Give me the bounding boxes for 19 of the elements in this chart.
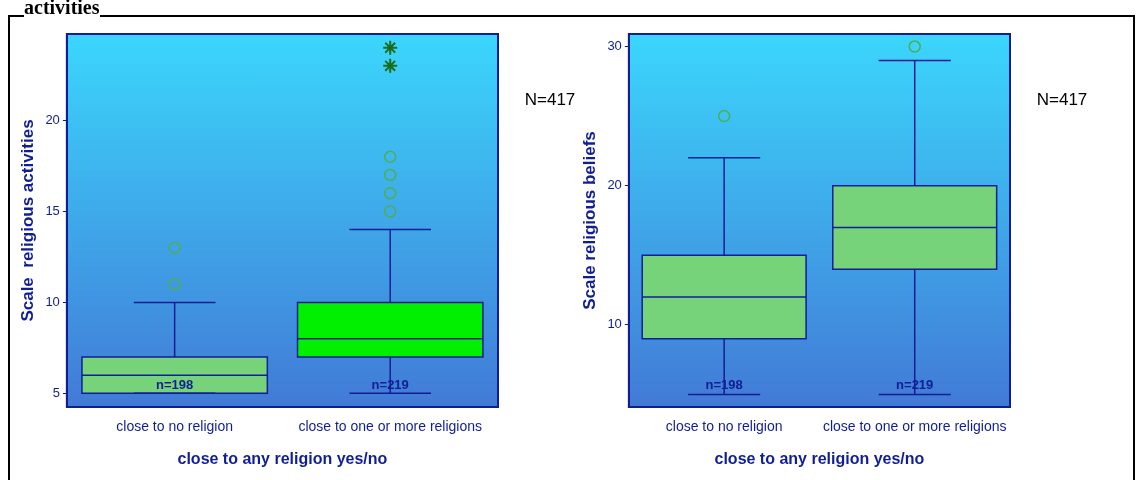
y-tick-label: 30 xyxy=(607,38,622,54)
text: N=417 xyxy=(1036,89,1088,109)
annotation: n=198 xyxy=(156,376,194,392)
y-tick-label: 20 xyxy=(607,177,622,193)
text: N=417 xyxy=(524,89,576,109)
x-tick-label: close to one or more religions xyxy=(822,418,1007,435)
x-tick-label: close to no religion xyxy=(116,418,234,435)
chart-title: activities xyxy=(24,0,100,18)
y-tick-label: 10 xyxy=(607,316,622,332)
y-tick-label: 15 xyxy=(45,202,60,218)
y-tick-label: 10 xyxy=(45,293,60,309)
x-axis-title: close to any religion yes/no xyxy=(177,449,388,467)
y-axis-title: Scale religious beliefs xyxy=(579,131,599,310)
y-tick-label: 20 xyxy=(45,112,60,127)
y-axis-title: Scale religious activities xyxy=(17,119,37,322)
x-tick-label: close to one or more religions xyxy=(298,418,483,435)
x-tick-label: close to no religion xyxy=(665,418,783,435)
x-axis-title: close to any religion yes/no xyxy=(714,449,925,467)
y-tick-label: 5 xyxy=(52,384,60,400)
